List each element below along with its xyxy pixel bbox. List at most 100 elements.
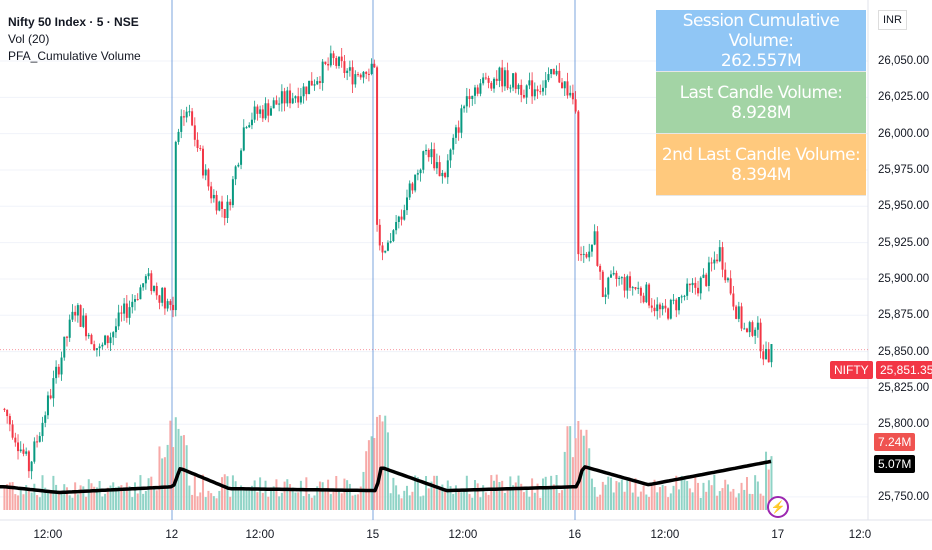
currency-label[interactable]: INR	[878, 10, 907, 30]
candle-body	[484, 77, 487, 79]
volume-bar	[269, 487, 272, 510]
volume-bar	[104, 493, 107, 510]
candle-body	[688, 283, 691, 286]
volume-bar	[329, 494, 332, 510]
candle-body	[691, 282, 694, 286]
volume-bar	[38, 497, 41, 510]
candle-body	[346, 70, 349, 74]
volume-bar	[756, 481, 759, 510]
candle-body	[11, 424, 14, 438]
candle-body	[745, 328, 748, 333]
candle-body	[261, 109, 264, 119]
candle-body	[234, 166, 237, 180]
volume-bar	[664, 485, 667, 510]
candle-body	[177, 131, 180, 142]
candle-body	[41, 422, 44, 437]
time-tick-label: 12:0	[848, 529, 872, 541]
candle-body	[185, 111, 188, 118]
volume-bar	[547, 486, 550, 510]
lightning-icon[interactable]: ⚡	[767, 496, 789, 518]
candle-body	[27, 451, 30, 472]
candle-body	[697, 287, 700, 294]
volume-bar	[133, 482, 136, 510]
candle-body	[340, 56, 343, 62]
volume-bar	[76, 494, 79, 510]
candle-body	[441, 172, 444, 177]
candle-body	[707, 262, 710, 286]
volume-bar	[153, 486, 156, 510]
volume-bar	[422, 495, 425, 510]
candle-body	[335, 58, 338, 66]
candle-body	[639, 287, 642, 296]
candle-body	[411, 183, 414, 191]
symbol-title[interactable]: Nifty 50 Index · 5 · NSE	[8, 15, 139, 29]
volume-bar	[180, 435, 183, 510]
candle-body	[503, 70, 506, 87]
volume-bar	[136, 493, 139, 510]
volume-bar	[525, 486, 528, 510]
volume-bar	[743, 489, 746, 510]
candle-body	[68, 319, 71, 338]
candle-body	[446, 160, 449, 178]
volume-bar	[367, 440, 370, 510]
candle-body	[136, 299, 139, 301]
candle-body	[120, 312, 123, 314]
volume-bar	[656, 492, 659, 510]
volume-bar	[30, 492, 33, 510]
volume-bar	[691, 492, 694, 510]
candle-body	[106, 335, 109, 344]
volume-bar	[185, 445, 188, 510]
volume-bar	[653, 479, 656, 510]
candle-body	[626, 276, 629, 291]
candle-body	[63, 336, 66, 358]
candle-body	[359, 74, 362, 78]
volume-bar	[658, 487, 661, 510]
candle-body	[389, 241, 392, 243]
candle-body	[308, 80, 311, 95]
volume-bar	[196, 496, 199, 510]
volume-bar	[601, 481, 604, 510]
candle-body	[316, 81, 319, 85]
volume-bar	[541, 478, 544, 510]
volume-bar	[716, 495, 719, 510]
candle-body	[667, 308, 670, 319]
volume-bar	[563, 451, 566, 510]
candle-body	[44, 415, 47, 423]
volume-bar	[408, 495, 411, 510]
candle-body	[218, 201, 221, 211]
candle-body	[87, 334, 90, 337]
volume-bar	[539, 497, 542, 510]
candle-body	[623, 277, 626, 291]
volume-ma-tag: 5.07M	[874, 455, 916, 473]
candle-body	[299, 96, 302, 103]
volume-bar	[509, 476, 512, 510]
volume-bar	[346, 480, 349, 510]
volume-bar	[22, 494, 25, 510]
volume-bar	[373, 437, 376, 510]
volume-indicator-label[interactable]: Vol (20)	[8, 32, 50, 46]
volume-bar	[566, 426, 569, 510]
candle-body	[430, 149, 433, 158]
candle-body	[174, 141, 177, 311]
volume-bar	[416, 477, 419, 510]
candle-body	[645, 284, 648, 303]
cumulative-volume-indicator-label[interactable]: PFA_Cumulative Volume	[8, 49, 141, 63]
volume-bar	[574, 438, 577, 510]
volume-bar	[514, 482, 517, 510]
candle-body	[710, 262, 713, 264]
candle-body	[297, 96, 300, 103]
volume-bar	[411, 491, 414, 510]
candle-body	[378, 224, 381, 246]
candle-body	[147, 273, 150, 277]
candle-body	[509, 87, 512, 89]
volume-bar	[724, 479, 727, 510]
volume-bar	[112, 482, 115, 510]
candle-body	[762, 351, 765, 360]
candle-body	[558, 70, 561, 83]
volume-bar	[506, 489, 509, 510]
time-tick-label: 15	[366, 529, 380, 541]
candle-body	[416, 173, 419, 175]
candle-body	[231, 179, 234, 206]
candle-body	[163, 287, 166, 309]
